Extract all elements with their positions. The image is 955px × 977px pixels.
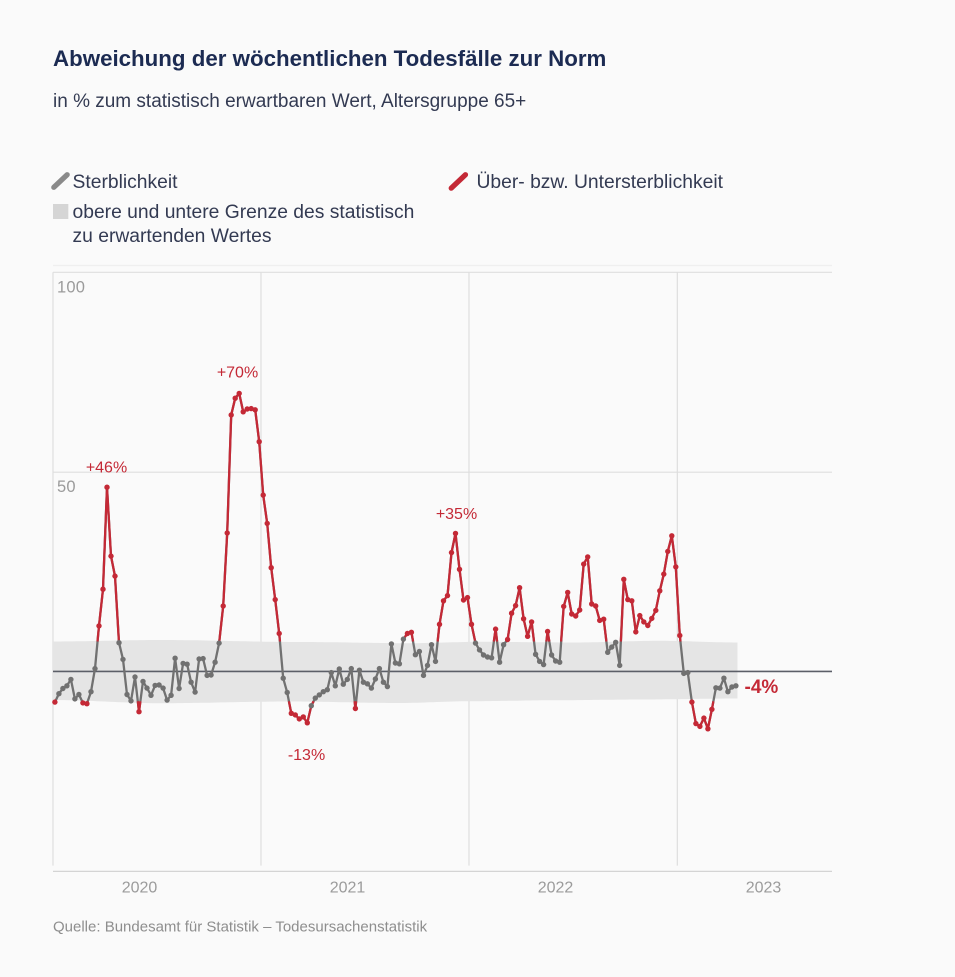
svg-text:2023: 2023 bbox=[746, 880, 782, 897]
svg-text:-4%: -4% bbox=[745, 677, 779, 698]
svg-text:2022: 2022 bbox=[538, 880, 574, 897]
svg-text:2021: 2021 bbox=[330, 880, 366, 897]
svg-text:+35%: +35% bbox=[436, 506, 477, 523]
svg-text:2020: 2020 bbox=[122, 880, 158, 897]
svg-text:100: 100 bbox=[57, 279, 85, 297]
svg-text:obere und untere Grenze des st: obere und untere Grenze des statistisch bbox=[73, 202, 415, 223]
svg-text:in % zum statistisch erwartbar: in % zum statistisch erwartbaren Wert, A… bbox=[53, 91, 526, 112]
svg-text:-13%: -13% bbox=[288, 747, 325, 764]
svg-text:Abweichung der wöchentlichen T: Abweichung der wöchentlichen Todesfälle … bbox=[53, 46, 606, 71]
svg-text:+46%: +46% bbox=[86, 460, 127, 477]
svg-text:+70%: +70% bbox=[217, 365, 258, 382]
svg-text:50: 50 bbox=[57, 478, 76, 496]
svg-text:zu erwartenden Wertes: zu erwartenden Wertes bbox=[73, 226, 272, 247]
svg-text:Quelle: Bundesamt für Statisti: Quelle: Bundesamt für Statistik – Todesu… bbox=[53, 919, 428, 936]
svg-text:Sterblichkeit: Sterblichkeit bbox=[73, 172, 179, 193]
svg-text:Über- bzw. Untersterblichkeit: Über- bzw. Untersterblichkeit bbox=[477, 171, 724, 193]
